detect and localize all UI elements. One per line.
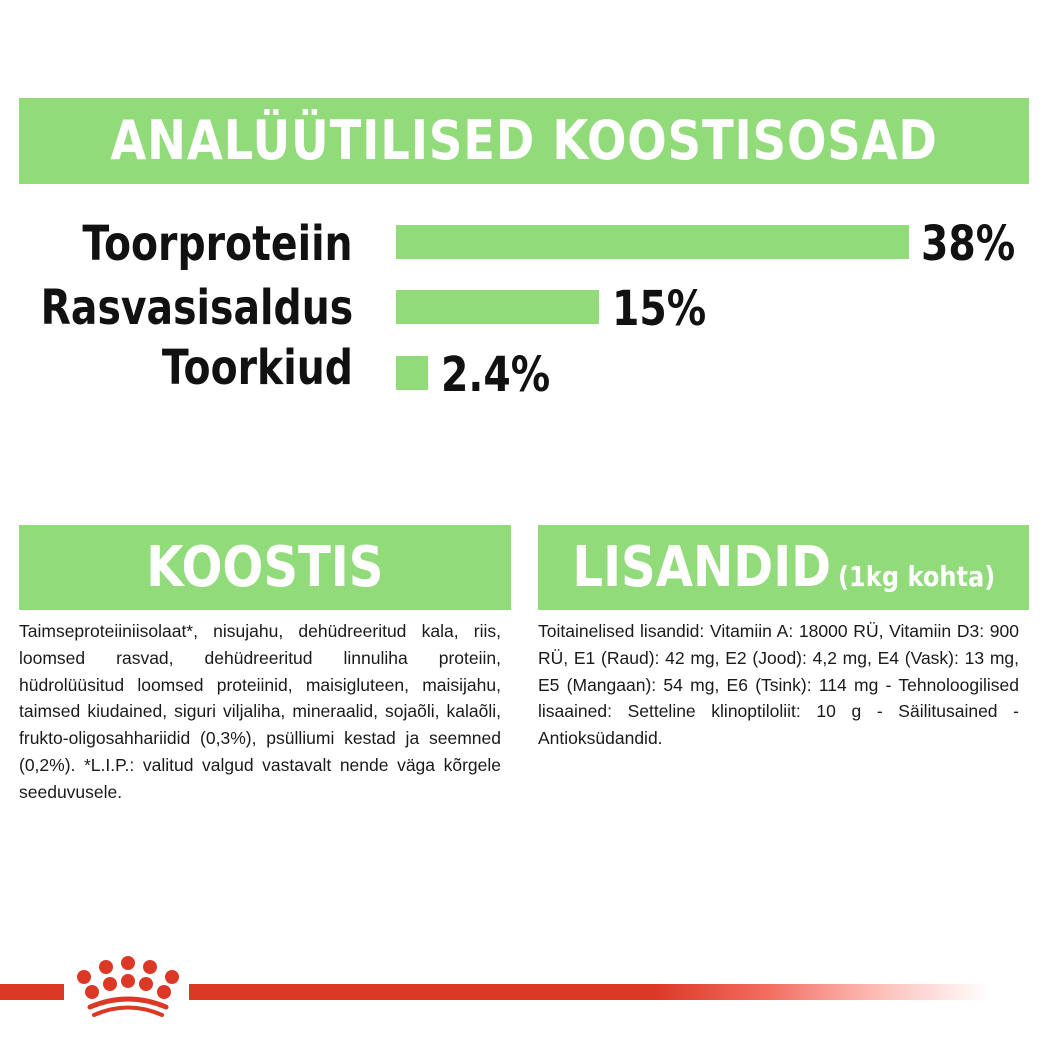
brand-stripe-right <box>189 984 989 1000</box>
additives-text: Toitainelised lisandid: Vitamiin A: 1800… <box>538 621 1019 749</box>
analysis-title-banner: ANALÜÜTILISED KOOSTISOSAD <box>19 98 1029 184</box>
row-label-protein: Toorproteiin <box>82 216 353 272</box>
bar-protein <box>396 225 909 259</box>
crown-icon <box>77 956 179 1017</box>
bar-fat <box>396 290 599 324</box>
analysis-title: ANALÜÜTILISED KOOSTISOSAD <box>110 109 938 172</box>
additives-banner: LISANDID (1kg kohta) <box>538 525 1029 610</box>
composition-text: Taimseproteiiniisolaat*, nisujahu, dehüd… <box>19 621 501 802</box>
additives-title: LISANDID <box>572 534 831 600</box>
value-protein: 38% <box>921 216 1016 272</box>
value-fat: 15% <box>612 281 707 337</box>
row-label-fiber: Toorkiud <box>162 340 353 396</box>
composition-banner: KOOSTIS <box>19 525 511 610</box>
additives-subtitle: (1kg kohta) <box>837 559 995 593</box>
value-fiber: 2.4% <box>441 347 551 403</box>
row-label-fat: Rasvasisaldus <box>40 280 353 336</box>
bar-fiber <box>396 356 428 390</box>
composition-title: KOOSTIS <box>146 534 384 600</box>
brand-stripe-left <box>0 984 64 1000</box>
